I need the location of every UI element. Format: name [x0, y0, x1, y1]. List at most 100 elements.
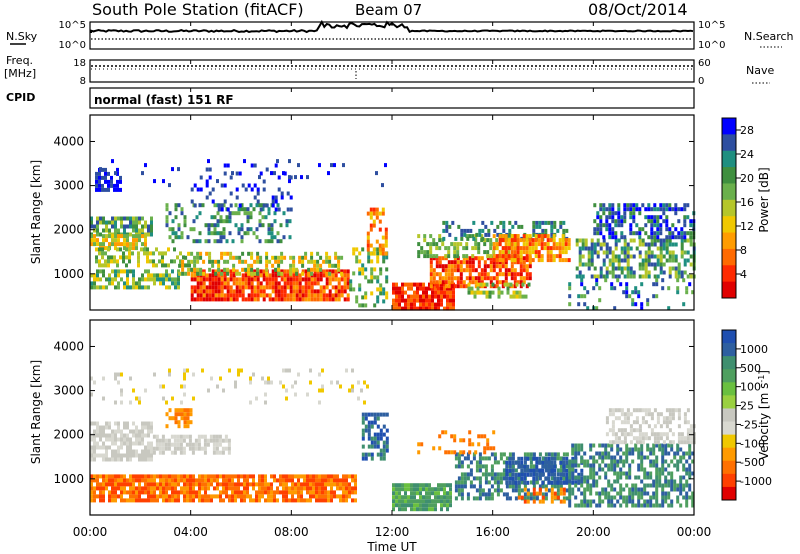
range-cell — [599, 223, 603, 228]
range-cell — [90, 437, 93, 442]
range-cell — [537, 258, 541, 263]
range-cell — [479, 282, 483, 287]
range-cell — [487, 492, 491, 497]
range-cell — [150, 425, 153, 430]
range-cell — [156, 486, 159, 491]
range-cell — [229, 293, 233, 298]
range-cell — [267, 211, 271, 216]
range-cell — [204, 223, 208, 228]
range-cell — [689, 274, 693, 279]
range-cell — [428, 294, 431, 299]
range-cell — [449, 499, 452, 504]
range-cell — [240, 223, 244, 228]
range-cell — [547, 220, 551, 225]
range-cell — [107, 259, 110, 264]
range-cell — [555, 246, 559, 251]
range-cell — [465, 234, 469, 239]
range-cell — [575, 266, 579, 271]
range-cell — [476, 282, 480, 287]
colorbar-swatch — [722, 134, 736, 152]
range-cell — [114, 285, 117, 290]
range-cell — [407, 298, 410, 303]
range-cell — [179, 438, 183, 443]
range-cell — [613, 503, 617, 508]
range-cell — [501, 272, 505, 277]
range-cell — [93, 277, 96, 282]
range-cell — [93, 474, 96, 479]
range-cell — [204, 498, 207, 503]
range-cell — [514, 460, 518, 465]
range-cell — [222, 486, 225, 491]
range-cell — [304, 255, 308, 260]
range-cell — [608, 412, 612, 417]
range-cell — [351, 368, 354, 373]
range-cell — [480, 256, 484, 261]
range-cell — [132, 453, 135, 458]
range-cell — [519, 276, 523, 281]
range-cell — [215, 434, 219, 439]
range-cell — [192, 372, 195, 377]
range-cell — [213, 474, 216, 479]
range-cell — [144, 224, 147, 229]
range-cell — [522, 234, 526, 239]
range-cell — [608, 215, 612, 220]
range-cell — [462, 284, 466, 289]
range-cell — [258, 175, 261, 180]
range-cell — [123, 433, 126, 438]
colorbar-swatch — [722, 395, 736, 409]
range-cell — [432, 242, 436, 247]
range-cell — [625, 495, 629, 500]
range-cell — [144, 449, 147, 454]
range-cell — [617, 408, 621, 413]
range-cell — [614, 246, 618, 251]
range-cell — [665, 223, 669, 228]
range-cell — [126, 224, 129, 229]
range-cell — [355, 255, 359, 260]
range-cell — [258, 490, 261, 495]
range-cell — [108, 474, 111, 479]
range-cell — [608, 270, 612, 275]
range-cell — [190, 187, 194, 192]
range-cell — [595, 459, 599, 464]
range-cell — [229, 175, 233, 180]
range-cell — [547, 472, 551, 477]
range-cell — [361, 444, 365, 449]
range-cell — [117, 238, 120, 243]
range-cell — [238, 259, 242, 264]
range-cell — [644, 207, 648, 212]
range-cell — [550, 487, 554, 492]
range-cell — [105, 437, 108, 442]
range-cell — [559, 487, 563, 492]
range-cell — [507, 246, 511, 251]
range-cell — [373, 420, 377, 425]
range-cell — [256, 267, 260, 272]
range-cell — [232, 263, 236, 268]
range-cell — [404, 487, 407, 492]
range-cell — [662, 242, 666, 247]
range-cell — [528, 242, 532, 247]
range-cell — [150, 232, 153, 237]
range-cell — [318, 372, 321, 377]
range-cell — [549, 238, 553, 243]
range-cell — [211, 297, 215, 302]
range-cell — [511, 464, 515, 469]
range-cell — [623, 203, 627, 208]
range-cell — [126, 449, 129, 454]
range-cell — [444, 276, 448, 281]
range-cell — [512, 290, 516, 295]
range-cell — [259, 259, 263, 264]
range-cell — [174, 416, 178, 421]
range-cell — [583, 294, 587, 299]
range-cell — [589, 491, 593, 496]
range-cell — [315, 482, 318, 487]
range-cell — [268, 259, 272, 264]
range-cell — [478, 492, 482, 497]
range-cell — [644, 242, 648, 247]
range-cell — [90, 238, 93, 243]
range-cell — [589, 463, 593, 468]
range-cell — [111, 437, 114, 442]
range-cell — [171, 219, 175, 224]
range-cell — [416, 290, 419, 295]
range-cell — [620, 250, 624, 255]
range-cell — [544, 220, 548, 225]
